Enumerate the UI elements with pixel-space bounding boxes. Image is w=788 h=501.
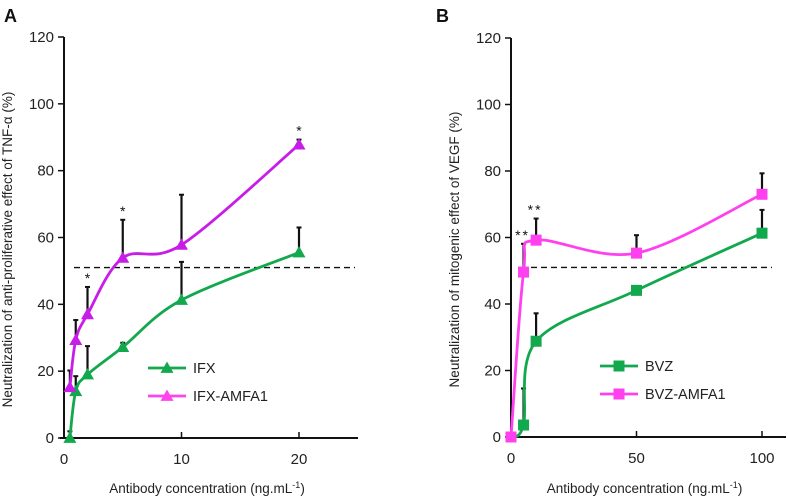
legend-item-bvz: BVZ	[600, 359, 673, 375]
legend-label: BVZ	[645, 359, 673, 375]
y-tick-label: 80	[37, 163, 54, 180]
series-line-bvz	[510, 231, 763, 439]
legend-label: IFX	[193, 361, 216, 377]
data-point-bvz	[631, 284, 642, 296]
panel-letter: A	[4, 6, 17, 26]
x-tick-label: 10	[173, 451, 190, 468]
legend-item-ifx: IFX	[148, 361, 216, 377]
panel-a: A 0 20 40 60 80 100 120 0 10 20 Antibody concentrat…	[0, 6, 358, 496]
y-tick-label: 100	[476, 97, 501, 114]
data-point-ifx-amfa1	[63, 380, 77, 393]
legend-swatch-marker	[613, 388, 625, 400]
y-tick-label: 20	[37, 363, 54, 380]
legend-item-bvz-amfa1: BVZ-AMFA1	[600, 387, 726, 403]
data-point-bvz-amfa1	[756, 188, 768, 200]
data-point-bvz	[518, 419, 530, 431]
y-tick-label: 120	[29, 29, 54, 46]
legend-label: IFX-AMFA1	[193, 389, 268, 405]
data-point-bvz	[756, 227, 768, 239]
x-tick-label: 0	[60, 451, 68, 468]
x-tick-label: 100	[749, 450, 774, 467]
data-point-bvz-amfa1	[505, 431, 517, 443]
legend-item-ifx-amfa1: IFX-AMFA1	[148, 389, 268, 405]
significance-marker: **	[515, 227, 530, 243]
data-point-ifx	[81, 368, 94, 380]
significance-marker: *	[85, 270, 91, 286]
legend-label: BVZ-AMFA1	[645, 387, 726, 403]
significance-marker: *	[296, 123, 302, 139]
data-point-ifx	[292, 246, 306, 258]
x-tick-label: 50	[628, 450, 645, 467]
data-point-ifx	[175, 293, 188, 305]
x-tick-label: 20	[291, 451, 308, 468]
x-axis-label: Antibody concentration (ng.mL-1)	[547, 480, 743, 496]
panel-letter: B	[436, 6, 449, 26]
y-tick-label: 0	[493, 429, 501, 446]
data-point-ifx-amfa1	[69, 333, 83, 345]
legend-swatch-marker	[160, 361, 174, 373]
data-point-ifx-amfa1	[292, 138, 306, 150]
data-point-bvz-amfa1	[530, 234, 542, 246]
y-tick-label: 40	[37, 296, 54, 313]
y-tick-label: 40	[484, 296, 501, 313]
data-point-ifx	[69, 384, 83, 397]
significance-marker: *	[120, 203, 126, 219]
data-point-ifx-amfa1	[116, 251, 130, 263]
y-tick-label: 20	[484, 363, 501, 380]
x-tick-label: 0	[507, 450, 515, 467]
y-tick-label: 100	[29, 96, 54, 113]
x-axis-label: Antibody concentration (ng.mL-1)	[109, 480, 305, 496]
y-tick-label: 120	[476, 30, 501, 47]
data-point-bvz-amfa1	[631, 247, 642, 259]
y-tick-label: 60	[37, 230, 54, 247]
panel-b: B 0 20 40 60 80 100 120 0 50 100 Antibody concentra…	[436, 6, 786, 496]
data-point-ifx	[63, 431, 77, 443]
y-tick-label: 80	[484, 163, 501, 180]
data-point-bvz	[530, 335, 542, 347]
data-point-ifx	[116, 340, 130, 352]
significance-marker: **	[528, 202, 543, 218]
y-axis-label: Neutralization of mitogenic effect of VE…	[447, 112, 462, 388]
y-tick-label: 0	[46, 430, 54, 447]
y-tick-label: 60	[484, 230, 501, 247]
data-point-ifx-amfa1	[175, 238, 188, 250]
legend-swatch-marker	[160, 389, 174, 401]
data-point-ifx-amfa1	[81, 307, 94, 320]
legend-swatch-marker	[613, 360, 625, 372]
data-point-bvz-amfa1	[518, 266, 530, 278]
y-axis-label: Neutralization of anti-proliferative eff…	[0, 92, 15, 408]
